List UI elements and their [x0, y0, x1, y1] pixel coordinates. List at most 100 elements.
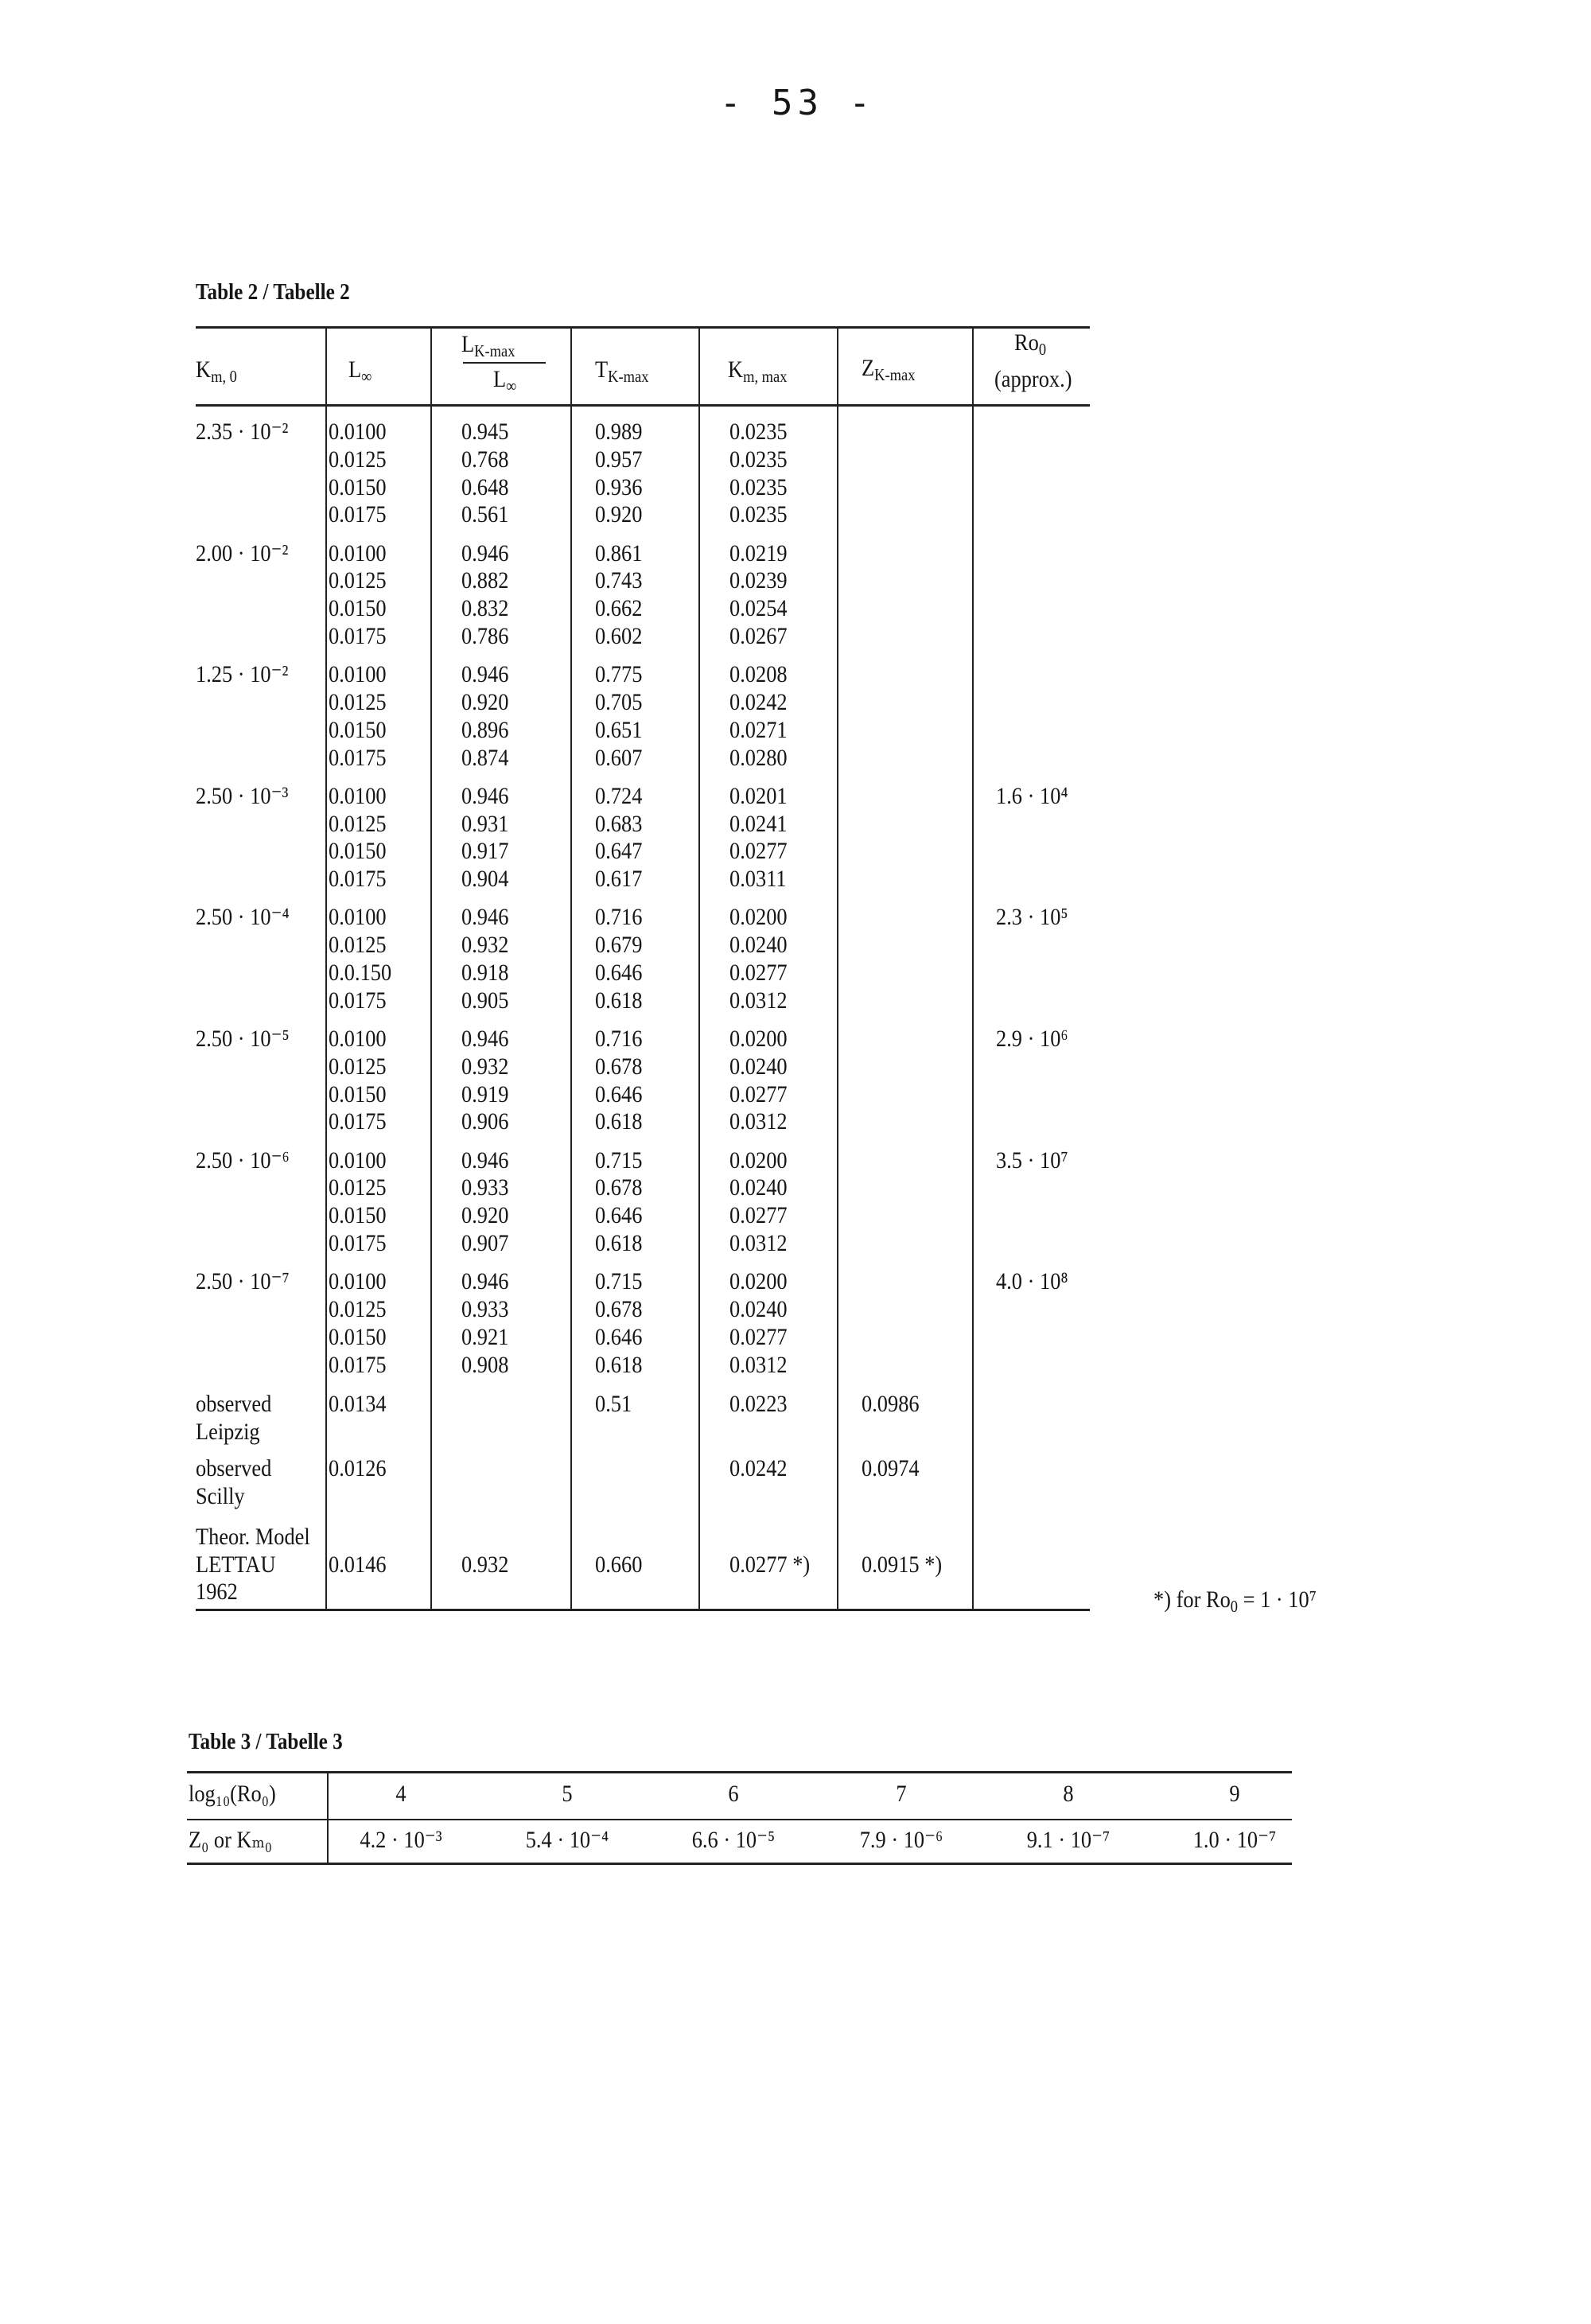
- table-cell: 0.906: [461, 1108, 509, 1135]
- table-cell: 0.0239: [729, 567, 788, 594]
- table-cell: 0.0125: [329, 1296, 387, 1322]
- table-cell: 0.743: [595, 567, 643, 594]
- table-cell: 0.946: [461, 1268, 509, 1295]
- header-km0: Km, 0: [196, 356, 237, 386]
- table-cell: 0.945: [461, 418, 509, 445]
- table-cell: 0.0235: [729, 418, 788, 445]
- table-cell: 0.931: [461, 810, 509, 837]
- header-ratio-numerator: LK-max: [461, 331, 515, 360]
- ro0-value: 3.5 · 10⁷: [996, 1146, 1068, 1174]
- table-cell: 0.946: [461, 904, 509, 931]
- ro0-value: 4.0 · 10⁸: [996, 1268, 1068, 1295]
- table-cell: 0.932: [461, 1053, 509, 1080]
- table-cell: 0.0150: [329, 595, 387, 622]
- table-cell: 0.861: [595, 539, 643, 566]
- table3-divider: [327, 1771, 329, 1865]
- table-cell: 0.904: [461, 866, 509, 893]
- header-ro0-approx: (approx.): [994, 366, 1072, 392]
- log-ro0-value: 9: [1229, 1781, 1240, 1807]
- table-cell: 0.917: [461, 838, 509, 865]
- table-cell: 0.0312: [729, 987, 788, 1014]
- table-cell: 0.957: [595, 446, 643, 473]
- table-cell: 0.0125: [329, 1174, 387, 1201]
- table-cell: 0.0240: [729, 1296, 788, 1322]
- table-cell: 0.0201: [729, 782, 788, 809]
- row-label: observed: [196, 1455, 272, 1481]
- table-cell: 0.0.150: [329, 960, 392, 986]
- table-cell: 0.678: [595, 1053, 643, 1080]
- table-cell: 0.0277: [729, 1202, 788, 1229]
- log-ro0-value: 7: [896, 1781, 907, 1807]
- table3-top-rule: [187, 1771, 1292, 1773]
- table-cell: 0.660: [595, 1551, 643, 1578]
- table-cell: 0.0986: [862, 1391, 920, 1417]
- table-cell: 0.0125: [329, 689, 387, 715]
- table-cell: 0.646: [595, 1202, 643, 1229]
- table-cell: 0.651: [595, 716, 643, 743]
- table-cell: 0.908: [461, 1351, 509, 1378]
- table-cell: 0.0242: [729, 1455, 788, 1481]
- table-cell: 0.724: [595, 782, 643, 809]
- table-cell: 0.0277: [729, 960, 788, 986]
- table2-bottom-rule: [196, 1609, 1090, 1611]
- table-cell: 0.0134: [329, 1391, 387, 1417]
- table-cell: 0.775: [595, 661, 643, 688]
- table-cell: 0.896: [461, 716, 509, 743]
- table-cell: 0.617: [595, 866, 643, 893]
- table-cell: 0.0100: [329, 539, 387, 566]
- table-cell: 0.0100: [329, 1146, 387, 1174]
- table-cell: 0.0277: [729, 1080, 788, 1108]
- column-divider: [837, 327, 838, 1610]
- table-cell: 0.678: [595, 1296, 643, 1322]
- table-cell: 0.0100: [329, 782, 387, 809]
- table-cell: 0.919: [461, 1080, 509, 1108]
- km0-value: 2.50 · 10⁻⁵: [196, 1026, 290, 1052]
- ro0-value: 2.9 · 10⁶: [996, 1026, 1068, 1052]
- table-cell: 0.0223: [729, 1391, 788, 1417]
- table-cell: 0.0312: [729, 1230, 788, 1256]
- log-ro0-value: 6: [728, 1781, 739, 1807]
- table-cell: 0.0277 *): [729, 1551, 811, 1578]
- table-cell: 0.946: [461, 1026, 509, 1052]
- z0-value: 4.2 · 10⁻³: [360, 1827, 442, 1853]
- table3-bottom-rule: [187, 1863, 1292, 1865]
- table-cell: 0.0150: [329, 716, 387, 743]
- table-cell: 0.0200: [729, 1268, 788, 1295]
- table-cell: 0.946: [461, 782, 509, 809]
- table-cell: 0.786: [461, 623, 509, 649]
- table-cell: 0.0200: [729, 1146, 788, 1174]
- table-cell: 0.0235: [729, 446, 788, 473]
- table-cell: 0.0125: [329, 932, 387, 959]
- z0-value: 1.0 · 10⁻⁷: [1192, 1827, 1277, 1853]
- header-ratio-denominator: L∞: [493, 366, 517, 395]
- table3-row1-label: log₁₀(Ro₀): [189, 1781, 276, 1807]
- table-cell: 0.0277: [729, 1323, 788, 1350]
- km0-value: 2.50 · 10⁻⁷: [196, 1268, 290, 1295]
- table-cell: 0.0175: [329, 501, 387, 528]
- table-cell: 0.683: [595, 810, 643, 837]
- z0-value: 7.9 · 10⁻⁶: [859, 1827, 943, 1853]
- table-cell: 0.920: [461, 1202, 509, 1229]
- table3-caption: Table 3 / Tabelle 3: [189, 1730, 343, 1754]
- column-divider: [570, 327, 572, 1610]
- km0-value: 1.25 · 10⁻²: [196, 661, 289, 688]
- table-cell: 0.0125: [329, 567, 387, 594]
- table-cell: 0.0175: [329, 866, 387, 893]
- table-cell: 0.0175: [329, 1351, 387, 1378]
- km0-value: 2.50 · 10⁻⁶: [196, 1146, 290, 1174]
- table-cell: 0.0126: [329, 1455, 387, 1481]
- column-divider: [430, 327, 432, 1610]
- km0-value: 2.50 · 10⁻³: [196, 782, 289, 809]
- table-cell: 0.946: [461, 661, 509, 688]
- table-cell: 0.0100: [329, 1026, 387, 1052]
- km0-value: 2.50 · 10⁻⁴: [196, 904, 290, 931]
- table-cell: 0.618: [595, 1351, 643, 1378]
- table-cell: 0.0235: [729, 473, 788, 500]
- table-cell: 0.905: [461, 987, 509, 1014]
- row-label: Scilly: [196, 1482, 245, 1509]
- header-l-inf: L∞: [348, 356, 372, 386]
- table-cell: 0.607: [595, 744, 643, 771]
- table-cell: 0.0280: [729, 744, 788, 771]
- table-cell: 0.0146: [329, 1551, 387, 1578]
- table-cell: 0.932: [461, 932, 509, 959]
